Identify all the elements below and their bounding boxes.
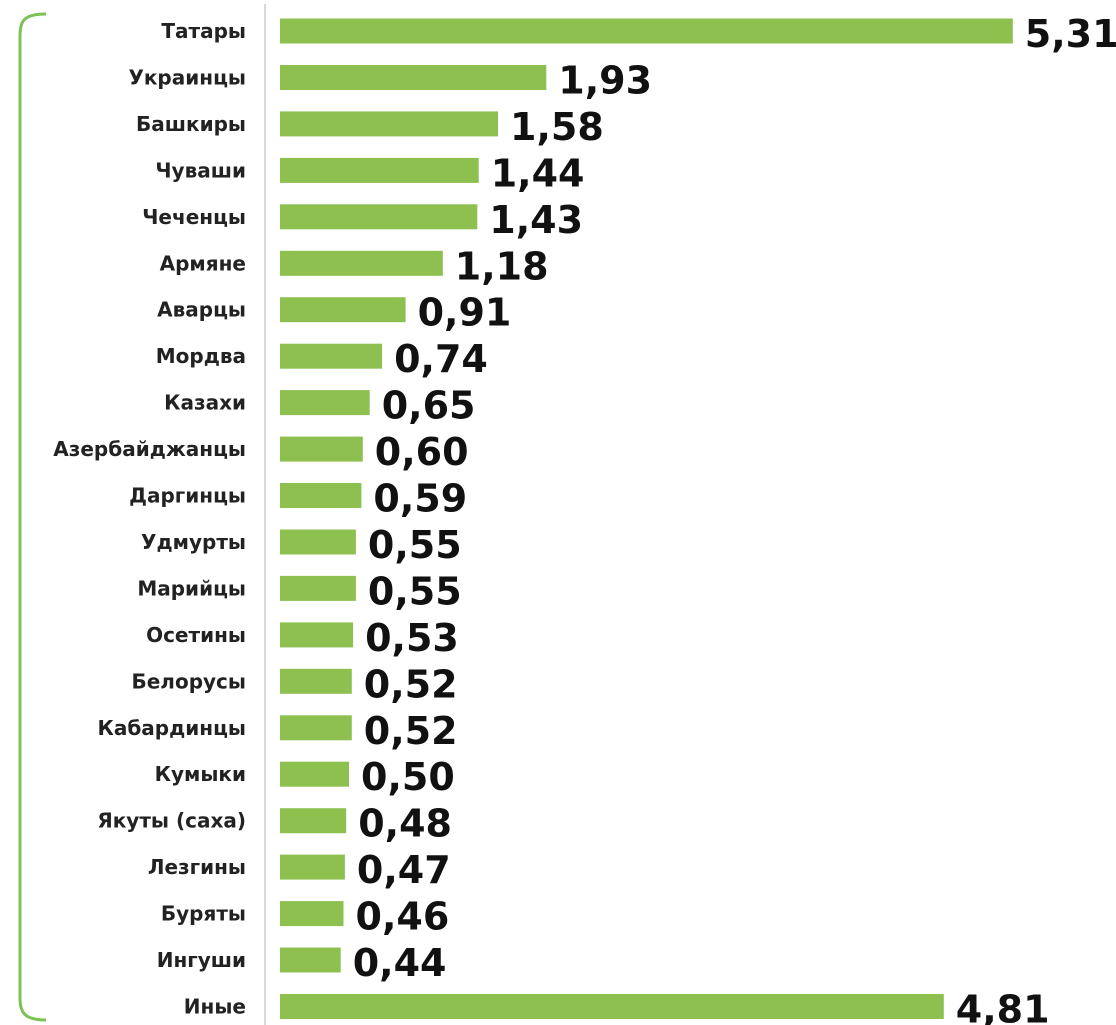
category-label: Якуты (саха) [97, 809, 246, 833]
bar [280, 436, 363, 462]
value-label: 0,60 [375, 430, 469, 474]
value-label: 0,91 [418, 291, 512, 335]
value-label: 0,47 [357, 848, 451, 892]
bar [280, 808, 347, 834]
bar [280, 111, 498, 137]
category-label: Кумыки [155, 762, 246, 786]
bar [280, 343, 383, 369]
category-label: Марийцы [137, 576, 246, 600]
bars-group: Татары 5,31 Украинцы 1,93 Башкиры 1,58 Чуваши 1… [53, 12, 1116, 1025]
value-label: 0,55 [368, 523, 462, 567]
category-label: Осетины [146, 623, 246, 647]
bar [280, 483, 362, 508]
bar [280, 18, 1013, 44]
category-label: Азербайджанцы [53, 437, 246, 461]
value-label: 1,93 [558, 59, 652, 103]
bar [280, 901, 344, 927]
value-label: 0,55 [368, 569, 462, 613]
category-label: Кабардинцы [97, 716, 246, 740]
category-label: Казахи [164, 391, 246, 415]
bar [280, 854, 345, 880]
value-label: 0,46 [356, 895, 450, 939]
value-label: 0,52 [364, 662, 458, 706]
value-label: 4,81 [956, 988, 1050, 1025]
value-label: 1,43 [489, 198, 583, 242]
bar [280, 622, 354, 648]
bar [280, 65, 547, 90]
category-label: Армяне [160, 251, 246, 275]
value-label: 1,58 [510, 105, 604, 149]
category-label: Буряты [161, 902, 246, 926]
bar [280, 947, 341, 973]
value-label: 1,18 [455, 244, 549, 288]
category-label: Башкиры [136, 112, 246, 136]
category-label: Татары [161, 19, 246, 43]
bar [280, 390, 370, 416]
category-label: Удмурты [141, 530, 246, 554]
category-label: Аварцы [157, 298, 246, 322]
value-label: 0,74 [394, 337, 488, 381]
category-label: Белорусы [132, 669, 247, 693]
value-label: 0,52 [364, 709, 458, 753]
value-label: 0,53 [365, 616, 459, 660]
bar [280, 994, 944, 1019]
bar [280, 204, 478, 230]
value-label: 5,31 [1025, 12, 1116, 56]
value-label: 0,65 [382, 384, 476, 428]
value-label: 1,44 [491, 151, 585, 195]
category-label: Даргинцы [129, 484, 246, 508]
category-label: Ингуши [157, 948, 246, 972]
bar [280, 250, 443, 276]
bar [280, 668, 352, 694]
bar [280, 715, 352, 741]
category-label: Чеченцы [142, 205, 246, 229]
value-label: 0,44 [353, 941, 447, 985]
bar [280, 761, 349, 787]
group-bracket [18, 12, 47, 1022]
bar [280, 157, 479, 183]
bar [280, 529, 356, 555]
bar [280, 297, 406, 323]
category-label: Иные [184, 995, 246, 1019]
bar [280, 575, 356, 601]
category-label: Украинцы [128, 66, 246, 90]
value-label: 0,48 [358, 802, 452, 846]
category-label: Лезгины [148, 855, 246, 879]
value-label: 0,59 [373, 477, 467, 521]
value-label: 0,50 [361, 755, 455, 799]
category-label: Мордва [156, 344, 246, 368]
category-label: Чуваши [155, 158, 246, 182]
